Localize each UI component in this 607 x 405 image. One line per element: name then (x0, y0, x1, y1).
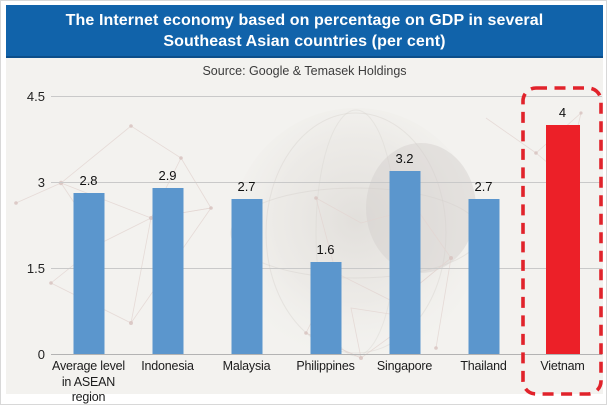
chart-title-line-2: Southeast Asian countries (per cent) (163, 32, 446, 50)
x-axis-label: Indonesia (141, 359, 194, 373)
bar (389, 170, 420, 354)
bar-vietnam-highlighted (545, 124, 580, 354)
x-axis-label: Thailand (460, 359, 507, 373)
bar (310, 262, 341, 354)
bar-column: 2.8 (49, 96, 128, 354)
bar-value-label: 2.7 (237, 179, 256, 195)
bar-column: 2.7 (207, 96, 286, 354)
bar-column: 2.9 (128, 96, 207, 354)
x-axis-label: Singapore (376, 359, 433, 373)
bar-column: 2.7 (444, 96, 523, 354)
chart-source: Source: Google & Temasek Holdings (202, 64, 407, 78)
y-axis-tick-label: 3 (37, 175, 45, 190)
bar-value-label: 3.2 (395, 150, 414, 166)
y-axis-tick-label: 1.5 (26, 261, 45, 276)
bar-value-label: 4 (558, 104, 567, 120)
bar-value-label: 2.9 (158, 167, 177, 183)
bar-value-label: 2.7 (474, 179, 493, 195)
x-axis-labels: Average level in ASEAN region Indonesia Ma… (49, 359, 602, 404)
chart-title: The Internet economy based on percentage… (6, 5, 603, 58)
x-axis-label: Malaysia (222, 359, 271, 373)
x-axis-label: Vietnam (540, 359, 585, 373)
x-axis-label: Philippines (296, 359, 355, 373)
gridline-4.5 (51, 96, 602, 97)
bar (231, 199, 262, 354)
bar-value-label: 1.6 (316, 242, 335, 258)
bar (73, 193, 104, 354)
gridline-0 (51, 354, 602, 355)
bar (468, 199, 499, 354)
x-axis-label: Average level in ASEAN region (52, 359, 125, 404)
bar-value-label: 2.8 (79, 173, 98, 189)
gridline-3 (51, 182, 602, 183)
y-axis-tick-label: 0 (37, 347, 45, 362)
chart-title-line-1: The Internet economy based on percentage… (65, 11, 544, 29)
bar-column: 4 (523, 96, 602, 354)
bar-column: 3.2 (365, 96, 444, 354)
bar-column: 1.6 (286, 96, 365, 354)
plot-area: 2.8 2.9 2.7 1.6 3.2 2.7 4 (49, 96, 602, 354)
y-axis-tick-label: 4.5 (26, 89, 45, 104)
bar (152, 187, 183, 354)
